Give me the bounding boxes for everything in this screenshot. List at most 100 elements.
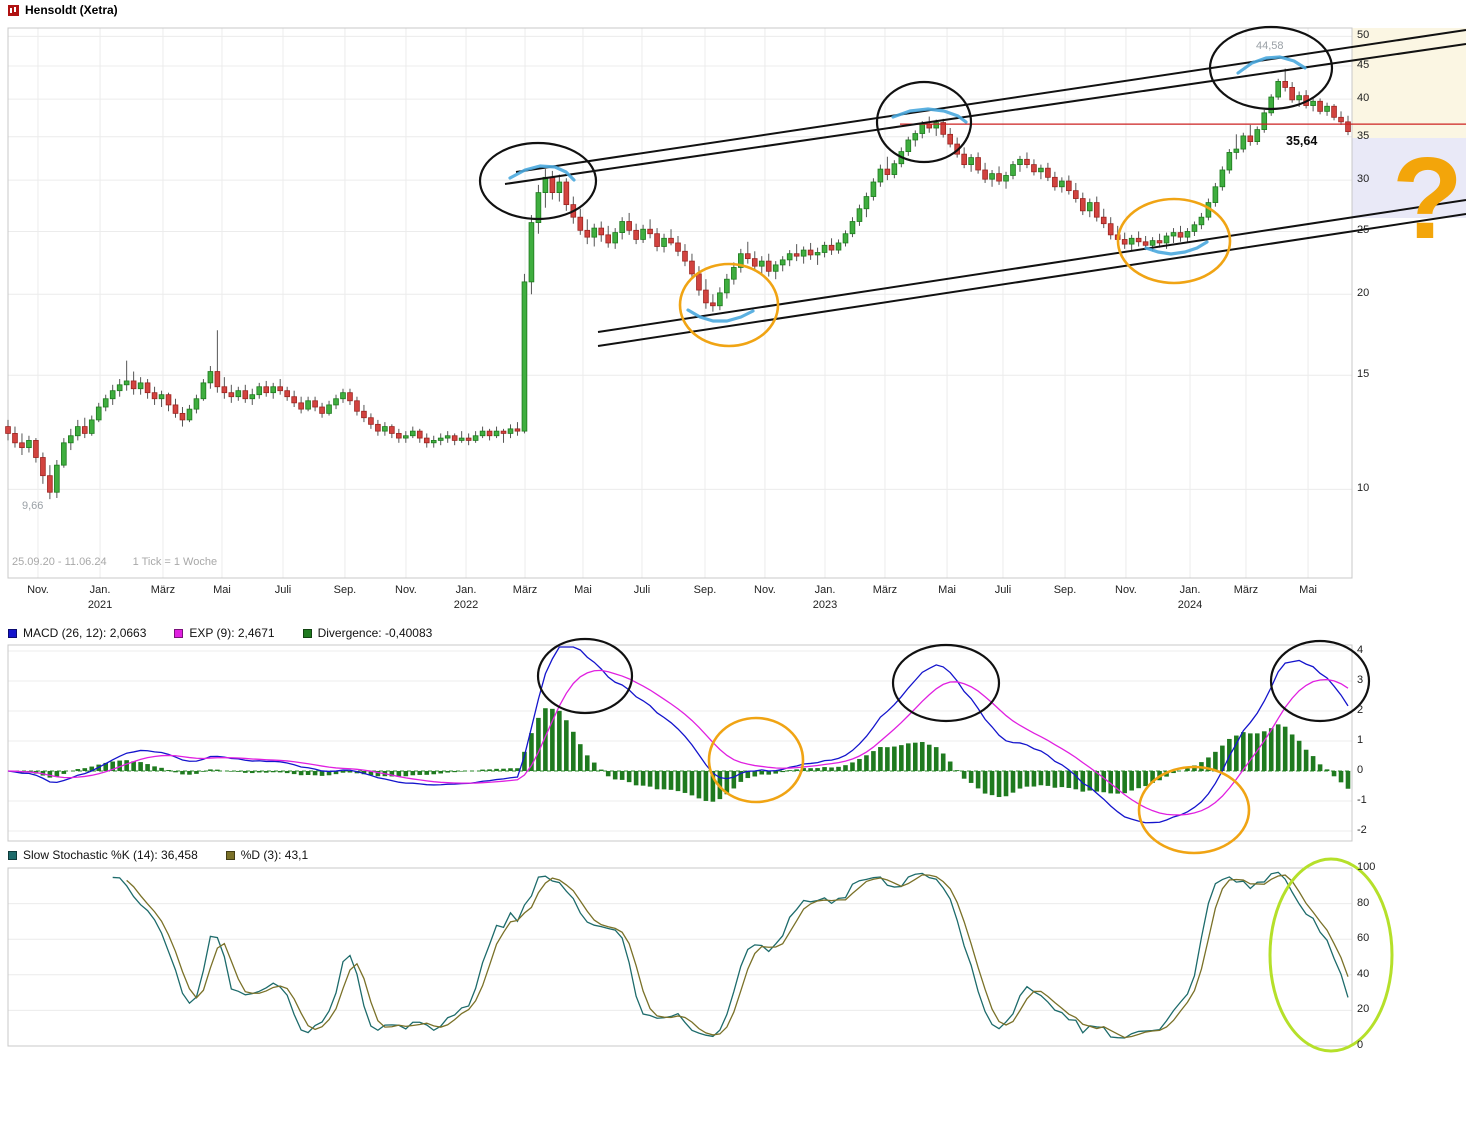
annotation-ellipse-black: [1269, 639, 1371, 723]
x-axis-label: Sep.: [693, 584, 717, 596]
candle-body: [458, 437, 465, 441]
macd-legend-swatch: [174, 628, 184, 638]
candle-body: [1079, 198, 1086, 212]
candle-body: [54, 464, 60, 493]
divergence-bar: [752, 771, 758, 777]
annotation-ellipse-black: [891, 643, 1001, 723]
divergence-bar: [689, 771, 695, 796]
x-axis-label: Nov.: [395, 584, 417, 596]
divergence-bar: [1324, 769, 1330, 771]
x-axis-label: März: [512, 584, 538, 596]
divergence-bar: [668, 771, 674, 790]
candle-body: [744, 253, 751, 260]
candle-body: [738, 253, 744, 268]
x-axis-year-label: 2021: [87, 599, 113, 611]
candle-body: [1289, 87, 1295, 101]
stoch-axis-label: 0: [1357, 1039, 1364, 1051]
stochastic-legend: Slow Stochastic %K (14): 36,458 %D (3): 4…: [8, 848, 308, 862]
divergence-bar: [619, 771, 625, 780]
candle-body: [793, 253, 800, 257]
divergence-bar: [1038, 771, 1044, 786]
candle-body: [542, 176, 549, 193]
divergence-bar: [89, 766, 95, 771]
candle-body: [1128, 237, 1135, 245]
divergence-bar: [305, 771, 311, 775]
divergence-bar: [766, 771, 772, 775]
divergence-bar: [1296, 740, 1302, 771]
candle-body: [375, 423, 381, 432]
divergence-bar: [326, 771, 332, 776]
price-highlight-curve: [508, 164, 576, 182]
divergence-bar: [208, 769, 213, 771]
divergence-bar: [912, 742, 918, 771]
divergence-bar: [1261, 731, 1267, 771]
candle-body: [1212, 186, 1219, 203]
period-high-label: 44,58: [1256, 40, 1284, 52]
candle-body: [242, 390, 249, 400]
candle-body: [1031, 164, 1037, 173]
divergence-bar: [1108, 771, 1114, 794]
candle-body: [717, 292, 723, 307]
divergence-bar: [291, 771, 297, 775]
candle-body: [68, 435, 74, 444]
divergence-bar: [808, 768, 813, 771]
divergence-bar: [1150, 771, 1155, 783]
divergence-bar: [857, 758, 862, 771]
price-axis-label: 45: [1357, 58, 1370, 71]
candle-body: [1247, 135, 1254, 142]
candle-body: [1038, 167, 1044, 173]
candle-body: [605, 234, 612, 244]
candle-body: [528, 222, 535, 283]
candle-body: [751, 258, 758, 267]
candle-body: [47, 475, 53, 493]
divergence-bar: [940, 753, 946, 771]
candle-body: [863, 196, 870, 210]
candle-body: [409, 430, 416, 437]
divergence-bar: [229, 771, 234, 772]
macd-legend-label: MACD (26, 12): 2,0663: [23, 626, 147, 640]
divergence-bar: [724, 771, 730, 795]
divergence-bar: [1129, 771, 1134, 791]
divergence-bar: [731, 771, 737, 789]
candle-body: [724, 278, 730, 294]
divergence-bar: [982, 771, 988, 794]
divergence-bar: [871, 751, 876, 771]
price-axis-label: 25: [1357, 224, 1370, 237]
price-axis-label: 40: [1357, 92, 1370, 105]
divergence-bar: [1094, 771, 1100, 792]
candle-body: [821, 244, 828, 253]
candle-body: [207, 371, 214, 384]
candle-body: [696, 273, 702, 291]
divergence-bar: [1122, 771, 1127, 794]
stoch-legend-label: %D (3): 43,1: [240, 848, 309, 862]
candle-body: [1184, 231, 1191, 238]
divergence-bar: [703, 771, 709, 801]
candle-body: [1331, 105, 1337, 118]
candle-body: [626, 221, 632, 231]
macd-legend: MACD (26, 12): 2,0663 EXP (9): 2,4671 Dive…: [8, 626, 432, 640]
x-axis-label: Mai: [213, 584, 231, 596]
price-panel-border: [7, 27, 1353, 579]
annotation-ellipse-black: [875, 80, 973, 164]
divergence-bar: [54, 771, 60, 777]
candle-body: [479, 430, 486, 437]
divergence-bar: [410, 771, 416, 776]
divergence-bar: [577, 744, 583, 771]
divergence-bar: [1024, 771, 1030, 787]
divergence-bar: [996, 771, 1002, 798]
candle-body: [333, 398, 339, 406]
candle-body: [403, 435, 409, 439]
candle-body: [689, 260, 695, 275]
divergence-bar: [1213, 751, 1218, 771]
divergence-bar: [173, 771, 178, 773]
divergence-bar: [954, 770, 960, 771]
candle-body: [1086, 202, 1093, 212]
divergence-bar: [899, 745, 904, 771]
divergence-bar: [166, 769, 171, 771]
divergence-bar: [368, 771, 374, 776]
x-axis-label: Nov.: [1115, 584, 1137, 596]
divergence-bar: [347, 771, 353, 773]
divergence-bar: [1234, 735, 1239, 771]
divergence-bar: [459, 771, 464, 772]
